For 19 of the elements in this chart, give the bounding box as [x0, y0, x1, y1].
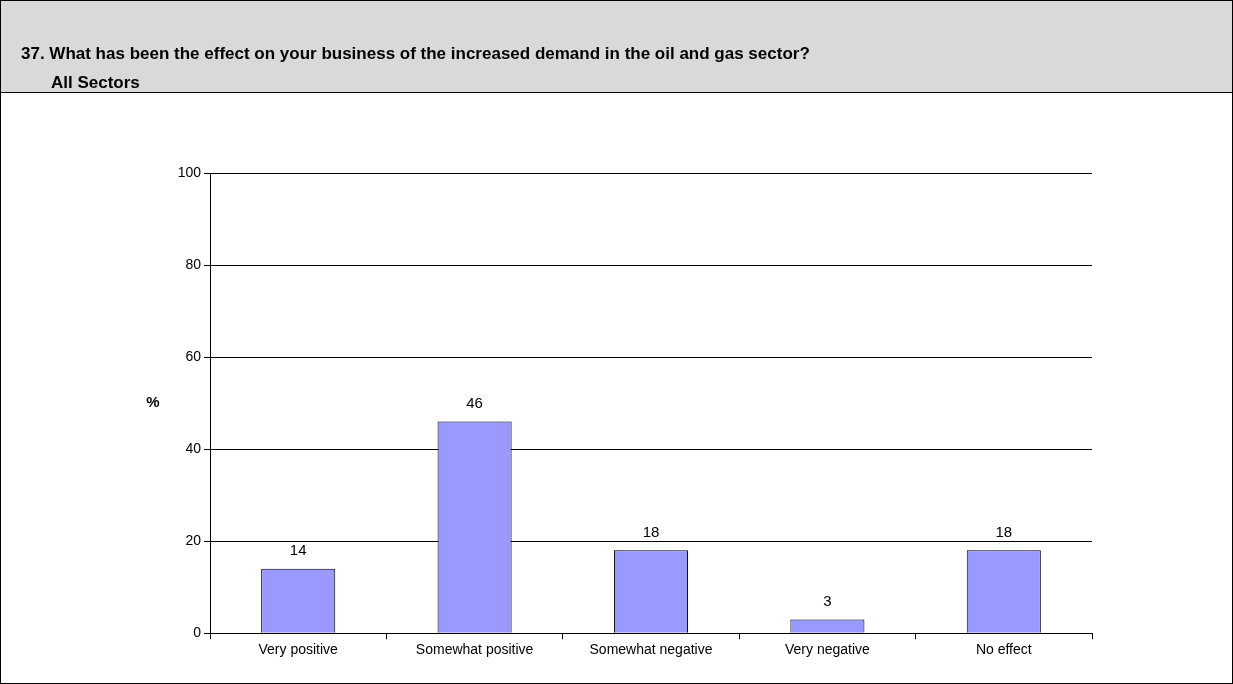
- x-tick-label: No effect: [975, 641, 1032, 658]
- chart-subtitle: All Sectors: [50, 72, 141, 94]
- x-tick-label: Somewhat positive: [415, 641, 534, 658]
- y-tick-label: 40: [185, 439, 202, 456]
- x-tick-label: Very positive: [258, 641, 339, 658]
- y-tick-label: 80: [185, 255, 202, 272]
- data-label: 3: [823, 592, 832, 610]
- data-label: 18: [642, 523, 660, 540]
- y-tick-label: 0: [193, 624, 202, 641]
- y-axis-title: %: [146, 393, 160, 411]
- y-tick-label: 60: [185, 347, 202, 364]
- data-label: 14: [289, 541, 307, 559]
- data-label: 18: [995, 523, 1013, 540]
- x-tick-label: Somewhat negative: [589, 641, 713, 658]
- chart-title: 37. What has been the effect on your business of the increased demand in the oil and gas sector?: [21, 43, 811, 65]
- x-tick-label: Very negative: [784, 641, 871, 658]
- y-tick-label: 20: [185, 532, 202, 549]
- y-tick-label: 100: [177, 163, 202, 180]
- data-label: 46: [466, 394, 483, 412]
